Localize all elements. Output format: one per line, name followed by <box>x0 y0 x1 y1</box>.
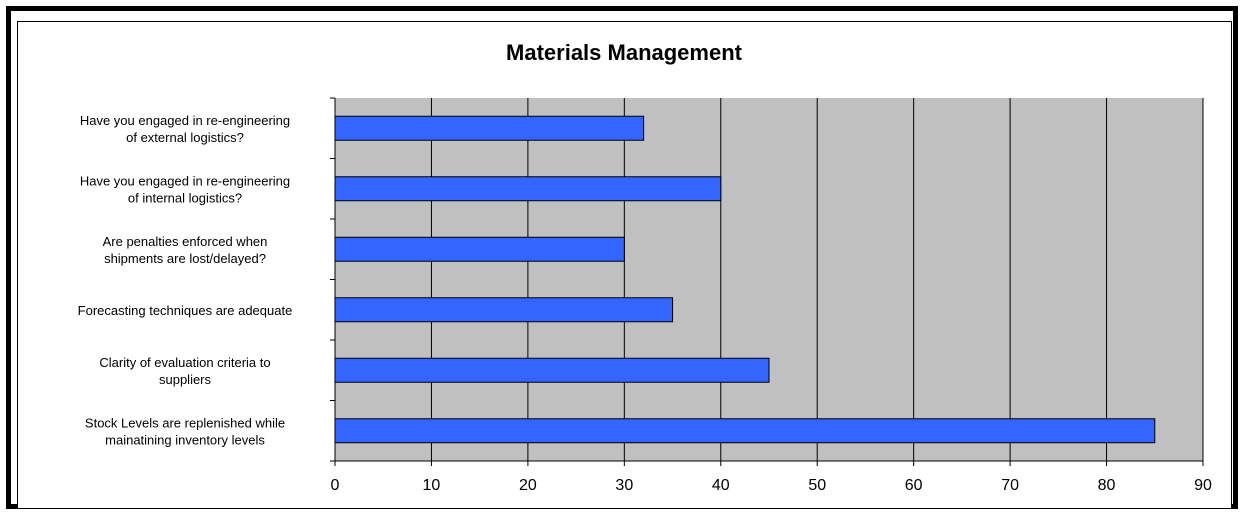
x-tick-label: 10 <box>423 477 441 494</box>
x-tick-label: 20 <box>519 477 537 494</box>
category-label: Have you engaged in re-engineering of ext… <box>80 113 290 145</box>
x-tick-label: 0 <box>331 477 340 494</box>
x-tick-label: 70 <box>1001 477 1019 494</box>
bar <box>334 357 770 383</box>
category-label: Forecasting techniques are adequate <box>78 303 293 318</box>
gridlines <box>430 98 1204 461</box>
bar-series <box>334 115 1156 444</box>
category-label: Are penalties enforced when shipments are… <box>103 234 268 266</box>
x-tick-label: 60 <box>905 477 923 494</box>
bar <box>334 176 722 202</box>
chart-title: Materials Management <box>506 40 743 65</box>
category-label: Have you engaged in re-engineering of int… <box>80 173 290 205</box>
x-tick-label: 40 <box>712 477 730 494</box>
x-tick-label: 90 <box>1194 477 1212 494</box>
category-label: Clarity of evaluation criteria to supplie… <box>99 355 270 387</box>
bar <box>334 418 1156 444</box>
x-tick-label: 30 <box>615 477 633 494</box>
category-labels: Have you engaged in re-engineering of ext… <box>78 113 293 448</box>
category-label: Stock Levels are replenished while mainat… <box>85 415 285 447</box>
axes <box>330 97 1204 466</box>
bar <box>334 115 645 141</box>
bar <box>334 297 674 323</box>
plot-area <box>335 98 1203 461</box>
x-tick-label: 50 <box>808 477 826 494</box>
x-tick-label: 80 <box>1098 477 1116 494</box>
bar <box>334 236 625 262</box>
x-tick-labels: 0 10 20 30 40 50 60 70 80 90 <box>331 477 1212 494</box>
